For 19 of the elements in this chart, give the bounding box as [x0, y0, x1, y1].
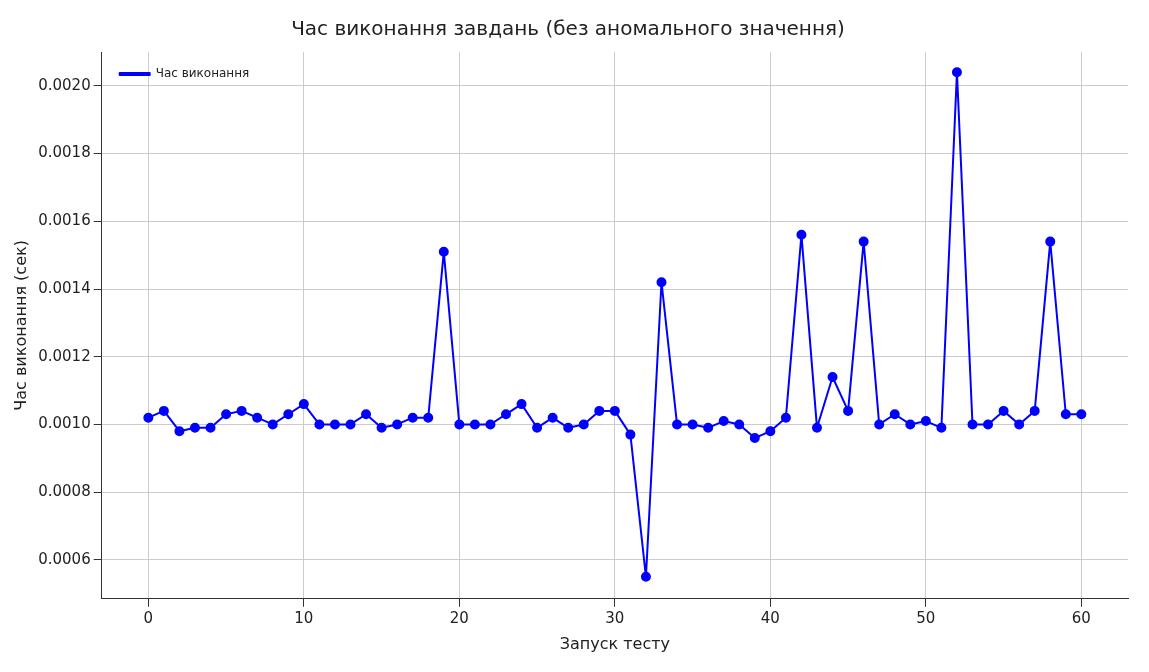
x-tick-label: 20 [449, 608, 469, 627]
y-axis-title: Час виконання (сек) [10, 240, 30, 411]
x-tick-label: 0 [143, 608, 154, 627]
y-tick-label: 0.0010 [38, 414, 91, 433]
y-tick-label: 0.0020 [38, 75, 91, 94]
x-axis-title: Запуск тесту [559, 633, 670, 653]
x-tick-label: 10 [294, 608, 314, 627]
x-tick-label: 50 [916, 608, 936, 627]
x-tick-label: 60 [1071, 608, 1091, 627]
x-tick-label: 40 [760, 608, 780, 627]
chart-title: Час виконання завдань (без аномального значення) [291, 16, 845, 41]
y-tick-label: 0.0006 [38, 549, 91, 568]
y-tick-label: 0.0016 [38, 211, 91, 230]
y-tick-label: 0.0008 [38, 482, 91, 501]
x-tick-label: 30 [605, 608, 625, 627]
y-tick-label: 0.0018 [38, 143, 91, 162]
legend-label: Час виконання [155, 66, 250, 81]
y-tick-label: 0.0012 [38, 346, 91, 365]
y-tick-label: 0.0014 [38, 278, 91, 297]
